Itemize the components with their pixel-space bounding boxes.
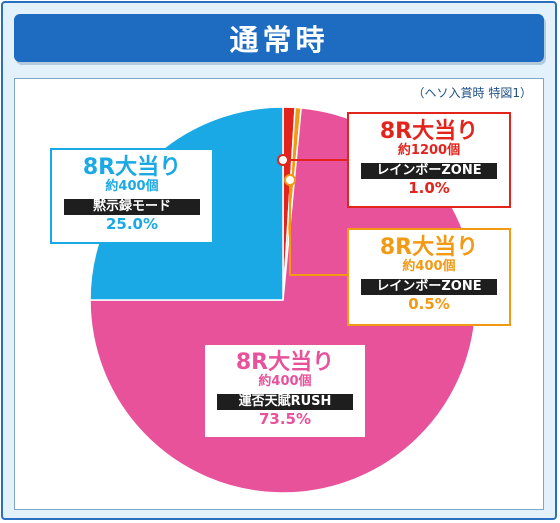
slice-label-unpitenpu: 8R大当り 約400個 運否天賦RUSH 73.5% — [203, 343, 367, 439]
slice-percent: 1.0% — [408, 178, 450, 197]
slice-title: 8R大当り — [235, 350, 335, 375]
slice-title: 8R大当り — [379, 235, 479, 260]
slice-percent: 25.0% — [105, 214, 159, 233]
leader-line-rainbow-1200-dot — [277, 154, 289, 166]
slice-label-mokushiroku: 8R大当り 約400個 黙示録モード 25.0% — [50, 148, 214, 244]
chart-note: （ヘソ入賞時 特図1） — [412, 86, 532, 100]
slice-count: 約400個 — [105, 179, 159, 194]
slice-label-rainbow-400: 8R大当り 約400個 レインボーZONE 0.5% — [347, 228, 511, 326]
slice-count: 約400個 — [258, 374, 312, 389]
slice-tag: 黙示録モード — [64, 198, 200, 215]
slice-label-rainbow-1200: 8R大当り 約1200個 レインボーZONE 1.0% — [347, 112, 511, 208]
slice-count: 約400個 — [402, 259, 456, 274]
page-title: 通常時 — [14, 14, 544, 62]
slice-tag: レインボーZONE — [361, 278, 497, 295]
slice-title: 8R大当り — [82, 155, 182, 180]
slice-percent: 73.5% — [258, 409, 312, 428]
slice-tag: レインボーZONE — [361, 162, 497, 179]
slice-percent: 0.5% — [408, 294, 450, 313]
slice-count: 約1200個 — [397, 143, 461, 158]
slice-tag: 運否天賦RUSH — [217, 393, 353, 410]
leader-line-rainbow-400-dot — [284, 174, 296, 186]
leader-line-rainbow-400 — [289, 180, 347, 276]
slice-title: 8R大当り — [379, 119, 479, 144]
